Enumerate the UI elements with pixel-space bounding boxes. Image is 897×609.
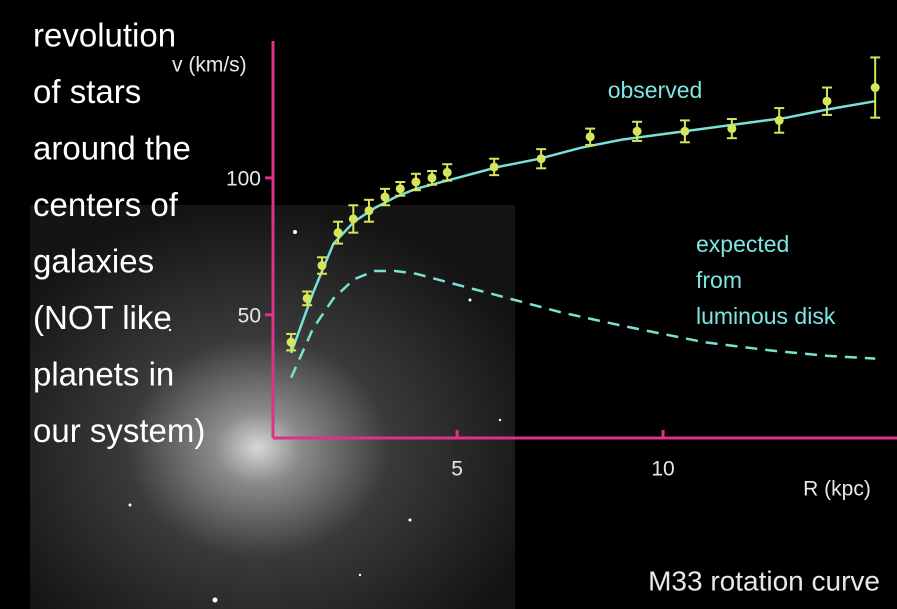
x-tick-label: 10 [651,458,674,481]
data-point [443,168,452,177]
data-point [318,261,327,270]
series-label: observed [608,77,703,103]
side-text-line: galaxies [33,243,154,280]
y-tick-label: 50 [238,304,261,327]
caption: M33 rotation curve [648,565,880,596]
side-text-line: (NOT like [33,299,172,336]
slide: revolution of stars around the centers of ga… [0,0,897,609]
data-point [411,178,420,187]
x-tick-label: 5 [451,458,463,481]
side-text-line: revolution [33,17,176,54]
side-text-line: around the [33,130,191,167]
data-point [680,127,689,136]
side-text-line: planets in [33,356,174,393]
data-point [364,206,373,215]
x-axis-label: R (kpc) [803,478,871,501]
data-point [775,116,784,125]
side-text-line: our system) [33,412,205,449]
data-point [586,132,595,141]
data-point [349,214,358,223]
y-tick-label: 100 [226,167,261,190]
data-point [490,162,499,171]
data-point [633,127,642,136]
data-point [727,124,736,133]
series-label: luminous disk [696,303,836,329]
data-point [871,83,880,92]
data-point [381,193,390,202]
data-point [334,228,343,237]
side-text-line: centers of [33,186,179,223]
side-text-line: of stars [33,73,141,110]
series-label: from [696,267,742,293]
data-point [303,294,312,303]
y-axis-label: v (km/s) [172,54,247,77]
data-point [287,338,296,347]
data-point [427,173,436,182]
series-label: expected [696,231,789,257]
data-point [822,97,831,106]
data-point [396,184,405,193]
data-point [537,154,546,163]
